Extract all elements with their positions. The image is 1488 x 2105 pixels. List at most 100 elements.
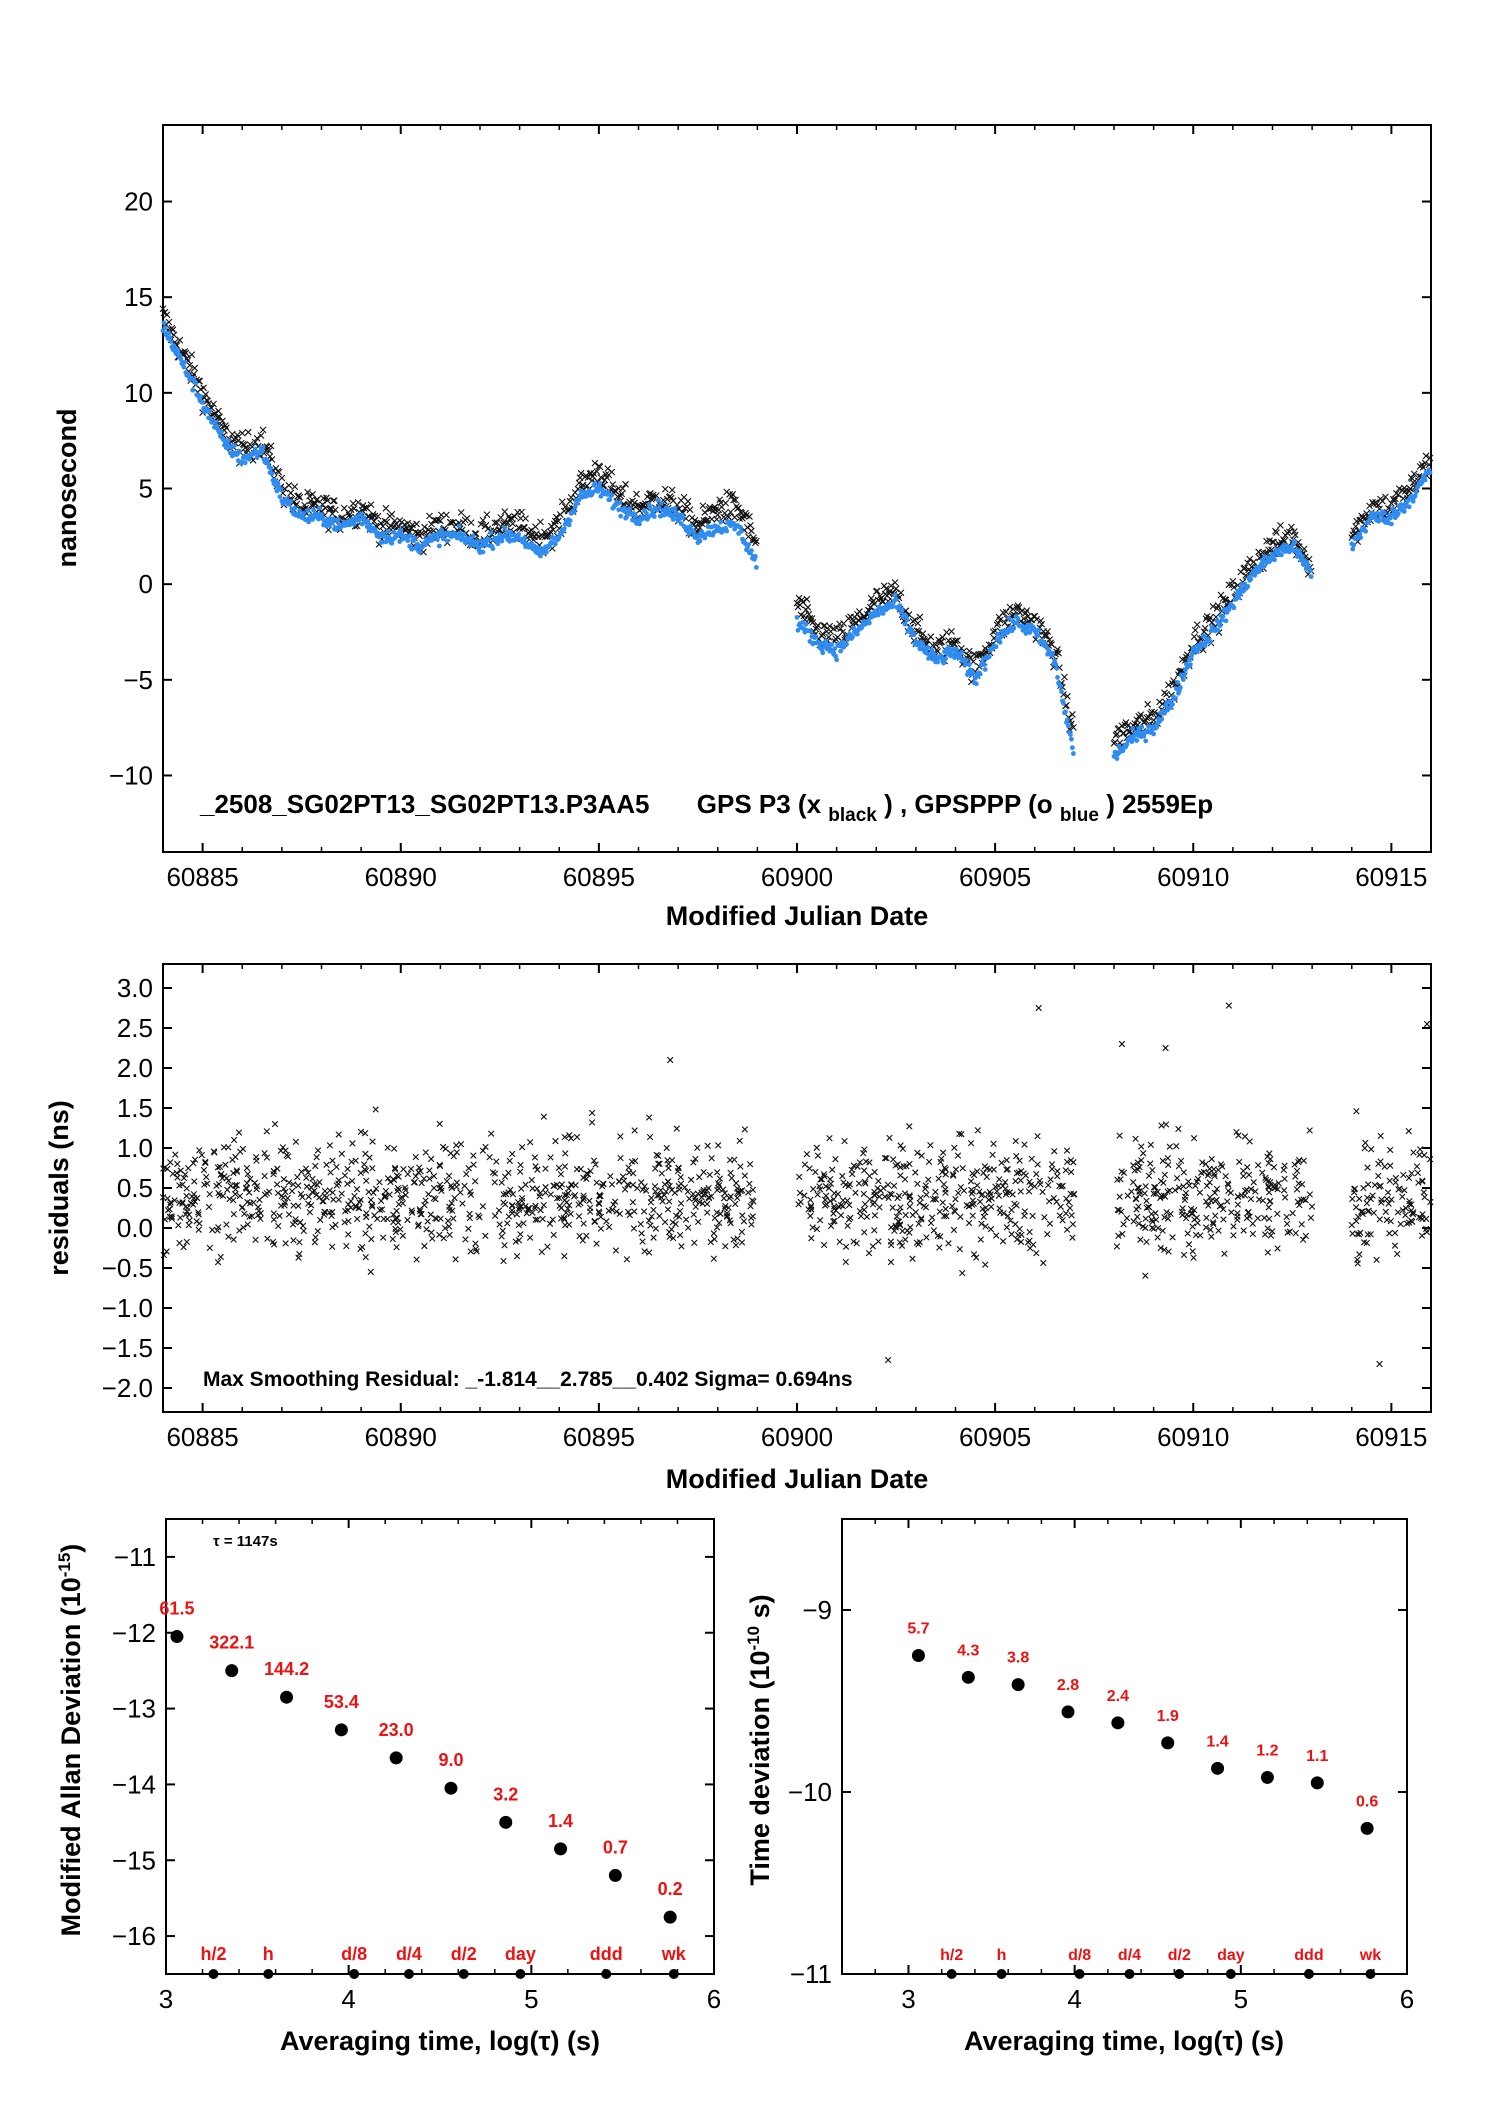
residual-point [875, 1177, 882, 1185]
series-point-black [826, 622, 834, 630]
residual-point [663, 1144, 670, 1152]
residual-point [195, 1226, 202, 1233]
x-tick-label: 60915 [1355, 862, 1427, 892]
series-point-black [552, 513, 560, 521]
series-point-blue [1050, 651, 1055, 656]
residual-point [842, 1243, 850, 1250]
series-point-black [442, 511, 450, 519]
residual-point [351, 1192, 358, 1200]
series-point-black [182, 349, 190, 357]
residual-point [357, 1245, 364, 1253]
residual-point [1180, 1169, 1188, 1176]
residual-point [661, 1192, 668, 1199]
series-point-blue [847, 631, 852, 637]
residual-point [299, 1222, 307, 1230]
residual-point [347, 1198, 355, 1205]
residual-point [205, 1203, 213, 1211]
series-point-black [989, 628, 997, 636]
tau-marker-label: h [263, 1944, 274, 1964]
residual-point [1128, 1188, 1135, 1195]
residual-point [1179, 1205, 1186, 1212]
series-point-blue [242, 460, 248, 466]
series-point-black [549, 526, 557, 534]
residual-point [251, 1179, 258, 1186]
series-point-black [897, 589, 905, 597]
residual-point [297, 1218, 304, 1226]
residual-point [700, 1169, 707, 1176]
residual-point [1281, 1175, 1288, 1183]
residual-point [252, 1153, 260, 1161]
residual-point [727, 1169, 734, 1176]
residual-point [970, 1171, 978, 1179]
residual-point [1044, 1230, 1051, 1238]
residual-point [1267, 1232, 1275, 1239]
residual-point [621, 1186, 629, 1193]
residual-point [1175, 1125, 1182, 1133]
series-point-blue [690, 528, 696, 534]
series-point-blue [1257, 568, 1263, 574]
residual-point [995, 1182, 1002, 1189]
series-point-blue [1248, 576, 1254, 582]
residual-point [746, 1180, 753, 1187]
series-point-blue [1055, 675, 1060, 680]
residual-point [651, 1183, 659, 1190]
residual-point [629, 1199, 637, 1206]
residual-point [379, 1234, 387, 1241]
tau-marker-label: d/8 [1068, 1947, 1091, 1964]
residual-point [500, 1199, 507, 1206]
series-point-blue [1069, 736, 1074, 742]
residual-outlier [1118, 1040, 1126, 1048]
residual-point [1206, 1194, 1214, 1201]
residual-point [677, 1174, 684, 1181]
residual-point [1306, 1191, 1313, 1198]
residual-point [1296, 1201, 1303, 1209]
residual-point [356, 1204, 363, 1212]
residual-point [938, 1155, 945, 1162]
residual-point [558, 1204, 565, 1212]
residual-point [736, 1137, 743, 1144]
residual-point [625, 1164, 632, 1171]
residual-point [498, 1233, 505, 1240]
series-point-black [1283, 529, 1291, 537]
residual-point [421, 1201, 428, 1209]
residual-point [256, 1196, 263, 1204]
series-point-black [268, 456, 276, 463]
residual-point [734, 1188, 742, 1196]
series-point-black [1382, 493, 1389, 501]
series-point-black [902, 607, 910, 615]
residual-point [812, 1168, 819, 1176]
residual-point [848, 1166, 855, 1173]
residual-point [288, 1187, 296, 1195]
residual-point [461, 1182, 468, 1190]
residual-point [1227, 1189, 1234, 1197]
residual-point [1259, 1197, 1267, 1204]
residual-point [1221, 1250, 1228, 1257]
residual-point [1270, 1163, 1278, 1171]
residual-point [1269, 1228, 1276, 1235]
residual-point [871, 1212, 879, 1219]
residual-point [357, 1128, 365, 1135]
residual-point [402, 1191, 409, 1199]
series-point-blue [904, 617, 910, 623]
residual-point [401, 1184, 409, 1191]
residual-point [436, 1120, 443, 1128]
series-point-black [330, 497, 338, 505]
residual-point [572, 1182, 579, 1189]
residual-point [927, 1219, 935, 1227]
residual-point [341, 1219, 348, 1226]
residual-point [552, 1137, 559, 1145]
residual-point [1142, 1215, 1149, 1222]
series-point-black [409, 521, 417, 529]
residual-point [404, 1216, 411, 1224]
residual-point [907, 1197, 914, 1204]
residual-point [1265, 1159, 1272, 1167]
residual-point [626, 1211, 633, 1219]
residual-point [214, 1259, 222, 1266]
residual-point [1415, 1214, 1423, 1221]
residual-point [321, 1187, 329, 1195]
residual-point [1161, 1171, 1169, 1178]
tau-marker-dot [263, 1969, 274, 1979]
residual-point [942, 1171, 949, 1178]
series-point-blue [1170, 702, 1175, 707]
deviation-value-label: 1.2 [1256, 1742, 1278, 1759]
